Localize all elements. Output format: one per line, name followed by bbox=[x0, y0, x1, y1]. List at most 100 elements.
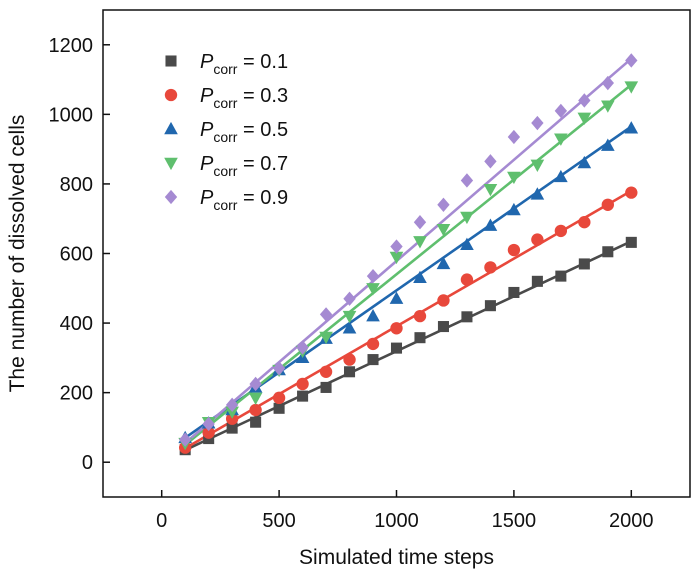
data-point-series-4 bbox=[342, 310, 357, 324]
data-point-series-1 bbox=[555, 270, 567, 282]
data-point-series-5 bbox=[554, 103, 568, 119]
data-point-series-5 bbox=[390, 239, 403, 254]
data-point-series-2 bbox=[601, 198, 614, 211]
data-point-series-5 bbox=[225, 397, 239, 412]
data-point-series-4 bbox=[554, 133, 568, 146]
data-point-series-3 bbox=[342, 321, 357, 334]
data-point-series-5 bbox=[272, 361, 286, 376]
data-point-series-4 bbox=[530, 159, 545, 172]
y-tick-label: 800 bbox=[60, 174, 93, 196]
data-point-series-1 bbox=[344, 366, 356, 378]
data-point-series-4 bbox=[483, 183, 498, 197]
data-point-series-1 bbox=[531, 275, 543, 287]
data-point-series-5 bbox=[601, 75, 614, 91]
x-tick-label: 0 bbox=[156, 510, 167, 532]
data-point-series-5 bbox=[437, 197, 450, 212]
data-point-series-4 bbox=[600, 100, 615, 113]
legend-label-series-1: Pcorr = 0.1 bbox=[200, 51, 288, 77]
data-point-series-1 bbox=[250, 416, 262, 428]
data-point-series-4 bbox=[436, 223, 451, 237]
data-point-series-2 bbox=[343, 353, 356, 366]
data-point-series-5 bbox=[507, 129, 521, 145]
legend: Pcorr = 0.1 Pcorr = 0.3 Pcorr = 0.5 Pcorr =… bbox=[164, 51, 288, 213]
data-point-series-4 bbox=[460, 211, 474, 225]
legend-marker-series-3 bbox=[164, 121, 178, 135]
data-point-series-3 bbox=[554, 169, 568, 183]
data-point-series-3 bbox=[530, 187, 545, 200]
data-point-series-5 bbox=[460, 173, 474, 188]
y-tick-label: 1200 bbox=[49, 35, 94, 57]
data-point-series-4 bbox=[577, 112, 592, 125]
data-point-series-1 bbox=[508, 286, 520, 298]
data-point-series-3 bbox=[624, 121, 639, 134]
legend-label-series-3: Pcorr = 0.5 bbox=[200, 119, 288, 145]
data-point-series-1 bbox=[625, 236, 637, 248]
data-point-series-1 bbox=[461, 311, 473, 323]
data-point-series-2 bbox=[296, 377, 309, 391]
data-point-series-2 bbox=[366, 337, 380, 351]
data-point-series-2 bbox=[272, 391, 286, 405]
legend-label-series-4: Pcorr = 0.7 bbox=[200, 153, 288, 179]
legend-marker-series-5 bbox=[164, 189, 178, 205]
data-point-series-5 bbox=[343, 291, 356, 306]
data-point-series-4 bbox=[225, 406, 239, 419]
y-axis-label: The number of dissolved cells bbox=[6, 115, 29, 393]
data-point-series-5 bbox=[413, 215, 427, 230]
y-tick-label: 200 bbox=[60, 383, 93, 405]
data-point-series-4 bbox=[366, 283, 380, 296]
data-point-series-3 bbox=[389, 291, 404, 304]
data-point-series-2 bbox=[413, 309, 427, 323]
data-point-series-1 bbox=[273, 402, 285, 414]
data-point-series-2 bbox=[507, 243, 521, 257]
x-tick-label: 1500 bbox=[492, 510, 537, 532]
data-point-series-1 bbox=[320, 381, 332, 393]
y-tick-label: 400 bbox=[60, 313, 93, 335]
x-axis-label: Simulated time steps bbox=[299, 546, 494, 569]
data-point-series-5 bbox=[578, 93, 591, 108]
data-point-series-2 bbox=[554, 224, 568, 238]
data-point-series-5 bbox=[625, 53, 638, 68]
data-point-series-2 bbox=[390, 322, 403, 335]
legend-marker-series-1 bbox=[165, 55, 177, 67]
data-point-series-4 bbox=[319, 331, 333, 345]
legend-marker-series-2 bbox=[164, 88, 178, 102]
axis-ticks: 0 500 1000 1500 2000 0 200 400 600 800 1000 1200 bbox=[49, 35, 654, 532]
data-point-series-5 bbox=[366, 268, 380, 284]
data-point-series-1 bbox=[578, 258, 590, 270]
data-point-series-1 bbox=[484, 300, 496, 312]
data-point-series-4 bbox=[248, 392, 263, 406]
data-point-series-2 bbox=[578, 216, 591, 229]
data-point-series-3 bbox=[366, 308, 380, 322]
data-point-series-2 bbox=[460, 273, 474, 286]
data-point-series-2 bbox=[249, 403, 262, 417]
data-point-series-3 bbox=[507, 202, 521, 216]
data-point-series-2 bbox=[437, 294, 450, 307]
data-point-series-5 bbox=[484, 154, 497, 169]
data-point-series-4 bbox=[413, 236, 427, 249]
data-point-series-5 bbox=[202, 416, 215, 432]
data-point-series-1 bbox=[297, 390, 309, 402]
data-point-series-2 bbox=[484, 261, 497, 274]
data-point-series-2 bbox=[625, 186, 638, 199]
y-tick-label: 1000 bbox=[49, 104, 94, 126]
data-point-series-3 bbox=[413, 270, 427, 284]
y-tick-label: 600 bbox=[60, 244, 93, 266]
data-point-series-4 bbox=[389, 251, 404, 265]
legend-label-series-2: Pcorr = 0.3 bbox=[200, 85, 288, 111]
fit-line-series-5 bbox=[184, 57, 633, 445]
legend-marker-series-4 bbox=[164, 157, 178, 171]
data-points bbox=[178, 53, 639, 456]
x-tick-label: 500 bbox=[262, 510, 295, 532]
data-point-series-1 bbox=[414, 332, 426, 344]
data-point-series-2 bbox=[319, 365, 333, 378]
y-tick-label: 0 bbox=[82, 452, 93, 474]
x-tick-label: 2000 bbox=[609, 510, 654, 532]
data-point-series-3 bbox=[600, 138, 615, 151]
data-point-series-1 bbox=[226, 422, 238, 434]
data-point-series-1 bbox=[390, 342, 403, 354]
plot-frame bbox=[102, 9, 691, 498]
data-point-series-5 bbox=[179, 432, 192, 447]
data-point-series-4 bbox=[624, 81, 639, 94]
data-point-series-3 bbox=[577, 155, 592, 169]
